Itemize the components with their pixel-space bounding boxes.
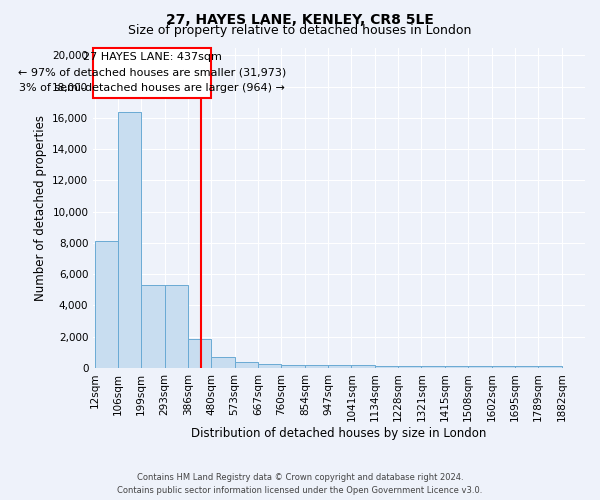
Bar (491, 366, 515, 368)
Bar (235, 362, 258, 368)
Text: 27 HAYES LANE: 437sqm: 27 HAYES LANE: 437sqm (83, 52, 222, 62)
Bar (258, 364, 281, 368)
Bar (281, 364, 305, 368)
Bar (445, 366, 468, 368)
Text: 3% of semi-detached houses are larger (964) →: 3% of semi-detached houses are larger (9… (19, 83, 285, 93)
Text: Contains HM Land Registry data © Crown copyright and database right 2024.
Contai: Contains HM Land Registry data © Crown c… (118, 473, 482, 495)
Bar (188, 339, 211, 368)
Bar (328, 366, 352, 368)
Bar (305, 364, 328, 368)
Bar (375, 366, 398, 368)
Bar (538, 366, 562, 368)
Bar (95, 242, 118, 368)
Bar (141, 285, 164, 368)
Bar (352, 366, 375, 368)
Text: 27, HAYES LANE, KENLEY, CR8 5LE: 27, HAYES LANE, KENLEY, CR8 5LE (166, 12, 434, 26)
Y-axis label: Number of detached properties: Number of detached properties (34, 114, 47, 300)
Bar (398, 366, 421, 368)
Text: ← 97% of detached houses are smaller (31,973): ← 97% of detached houses are smaller (31… (18, 68, 286, 78)
X-axis label: Distribution of detached houses by size in London: Distribution of detached houses by size … (191, 427, 487, 440)
Bar (515, 366, 538, 368)
FancyBboxPatch shape (93, 48, 211, 98)
Bar (164, 285, 188, 368)
Bar (211, 357, 235, 368)
Bar (468, 366, 491, 368)
Bar (118, 112, 141, 368)
Text: Size of property relative to detached houses in London: Size of property relative to detached ho… (128, 24, 472, 37)
Bar (421, 366, 445, 368)
